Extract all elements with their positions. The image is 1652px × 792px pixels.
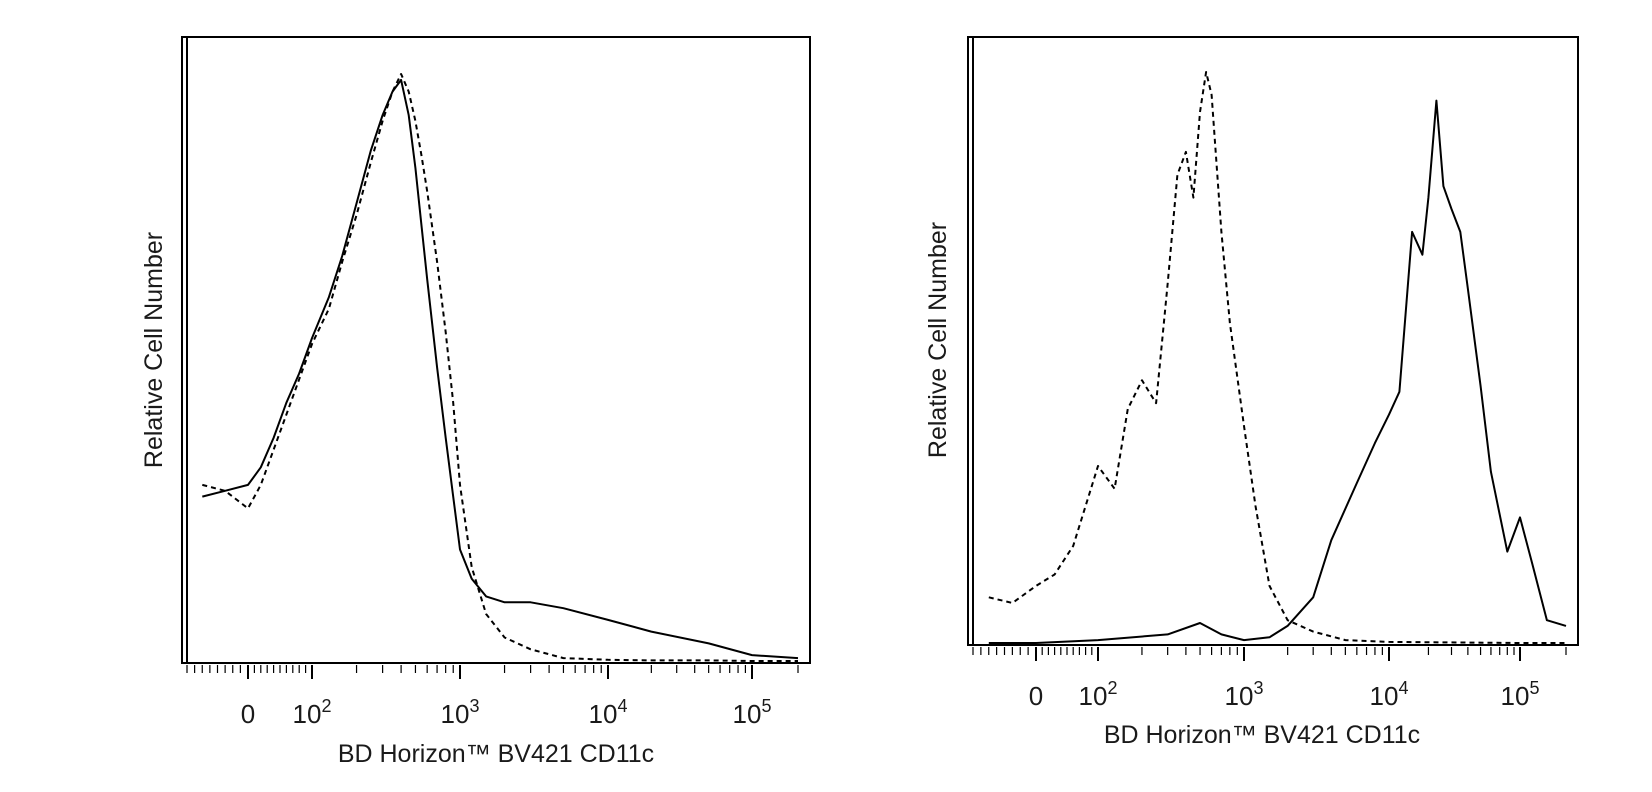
x-tick-labels: 0 102 103 104 105 [1029, 678, 1540, 711]
solid-series-line [988, 99, 1567, 644]
plot-frame [967, 36, 1579, 646]
dashed-series-line [988, 71, 1566, 644]
x-tick-labels: 0 102 103 104 105 [241, 696, 772, 729]
y-axis-label: Relative Cell Number [924, 222, 952, 458]
x-axis-label: BD Horizon™ BV421 CD11c [1104, 721, 1420, 749]
x-axis-label: BD Horizon™ BV421 CD11c [338, 740, 654, 768]
x-tick-label: 105 [1501, 678, 1540, 711]
x-tick-label: 0 [1029, 681, 1043, 711]
x-tick-label: 103 [441, 696, 480, 729]
series-group [202, 73, 799, 662]
x-tick-label: 102 [293, 696, 332, 729]
x-axis-minor-ticks [186, 665, 799, 679]
x-tick-label: 103 [1225, 678, 1264, 711]
x-tick-label: 0 [241, 699, 255, 729]
x-tick-label: 105 [733, 696, 772, 729]
y-axis-label: Relative Cell Number [140, 232, 168, 468]
solid-series-line [202, 78, 799, 660]
x-tick-label: 104 [1370, 678, 1409, 711]
dashed-series-line [202, 73, 798, 662]
series-group [988, 71, 1567, 644]
x-axis-minor-ticks [972, 647, 1567, 661]
histogram-panel-right: 0 102 103 104 105 BD Horizon™ BV421 CD11c Re… [924, 36, 1579, 749]
x-tick-label: 102 [1079, 678, 1118, 711]
plot-frame [181, 36, 811, 664]
x-tick-label: 104 [589, 696, 628, 729]
histogram-panel-left: 0 102 103 104 105 BD Horizon™ BV421 CD11c Re… [140, 36, 811, 768]
